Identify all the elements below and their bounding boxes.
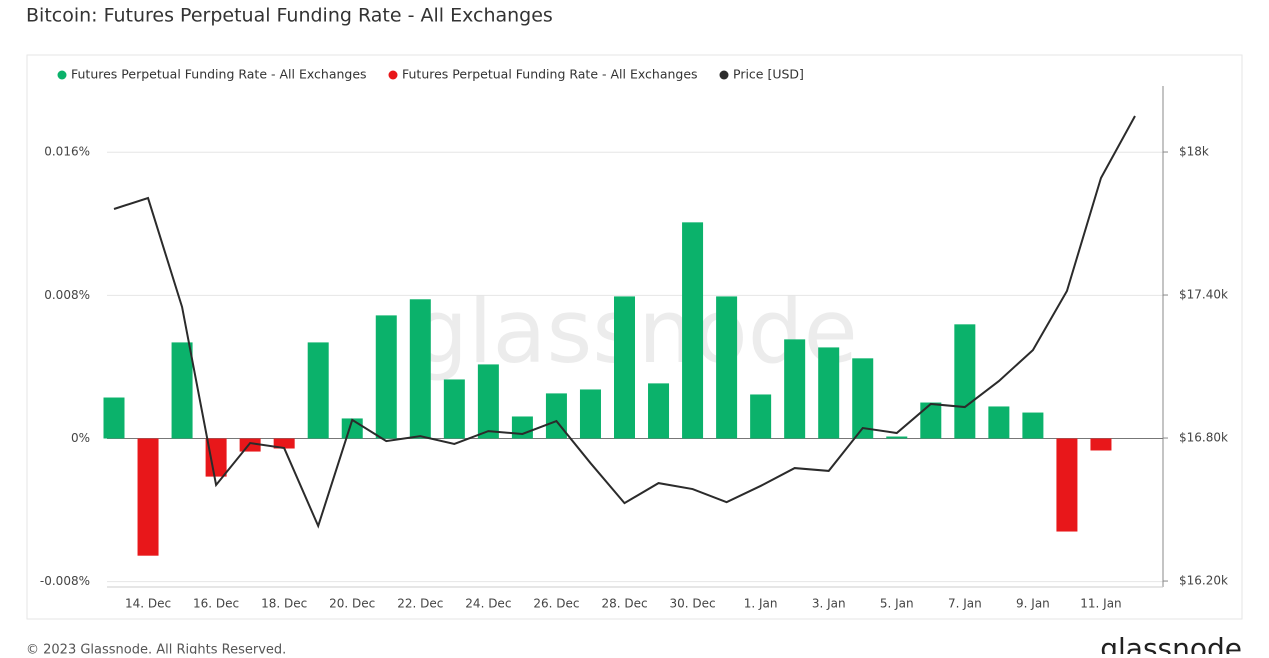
y2-tick-label: $16.20k [1179, 574, 1228, 588]
y-tick-label: 0.008% [44, 288, 90, 302]
bar [920, 402, 942, 439]
price-line [113, 115, 1136, 529]
bar [648, 383, 670, 439]
bar [954, 324, 976, 439]
x-tick-label: 28. Dec [601, 597, 647, 611]
chart-title: Bitcoin: Futures Perpetual Funding Rate … [26, 5, 553, 27]
legend-marker [388, 70, 398, 80]
y-tick-label: -0.008% [40, 574, 90, 588]
bar [205, 438, 227, 477]
bar [443, 379, 465, 439]
x-tick-label: 9. Jan [1016, 597, 1050, 611]
y-tick-label: 0.016% [44, 145, 90, 159]
bar [137, 438, 159, 556]
x-tick-label: 14. Dec [125, 597, 171, 611]
x-tick-label: 18. Dec [261, 597, 307, 611]
bar [852, 358, 874, 439]
bar [171, 342, 193, 439]
x-tick-label: 1. Jan [744, 597, 778, 611]
y2-tick-label: $18k [1179, 145, 1209, 159]
legend-marker [719, 70, 729, 80]
bar [614, 296, 635, 439]
x-tick-label: 5. Jan [880, 597, 914, 611]
y-tick-label: 0% [71, 431, 90, 445]
bar [307, 342, 329, 439]
legend-label: Price [USD] [733, 67, 804, 82]
y2-tick-label: $17.40k [1179, 288, 1228, 302]
bar [886, 436, 908, 439]
x-tick-label: 11. Jan [1080, 597, 1121, 611]
footer: © 2023 Glassnode. All Rights Reserved. [26, 643, 286, 655]
x-tick-label: 16. Dec [193, 597, 239, 611]
bar [579, 389, 601, 439]
x-tick-label: 24. Dec [465, 597, 511, 611]
bar [1022, 412, 1044, 439]
bar [1056, 438, 1078, 532]
bar [375, 315, 397, 439]
x-tick-label: 26. Dec [533, 597, 579, 611]
legend-label: Futures Perpetual Funding Rate - All Exc… [402, 67, 698, 82]
bar [103, 397, 125, 439]
bar [273, 438, 295, 449]
bar [511, 416, 533, 439]
bar [716, 296, 738, 439]
bar [988, 406, 1010, 439]
legend-label: Futures Perpetual Funding Rate - All Exc… [71, 67, 367, 82]
x-tick-label: 20. Dec [329, 597, 375, 611]
x-tick-label: 7. Jan [948, 597, 982, 611]
bar [1090, 438, 1112, 451]
x-tick-label: 30. Dec [670, 597, 716, 611]
bar [409, 299, 431, 439]
bar [750, 394, 772, 439]
bar [477, 364, 499, 439]
x-tick-label: 22. Dec [397, 597, 443, 611]
legend-marker [57, 70, 67, 80]
chart-frame [26, 54, 1243, 620]
x-tick-label: 3. Jan [812, 597, 846, 611]
bar [818, 347, 840, 439]
logo: glassnode [1100, 632, 1242, 654]
bar [784, 339, 806, 439]
bar [682, 222, 704, 439]
y2-tick-label: $16.80k [1179, 431, 1228, 445]
